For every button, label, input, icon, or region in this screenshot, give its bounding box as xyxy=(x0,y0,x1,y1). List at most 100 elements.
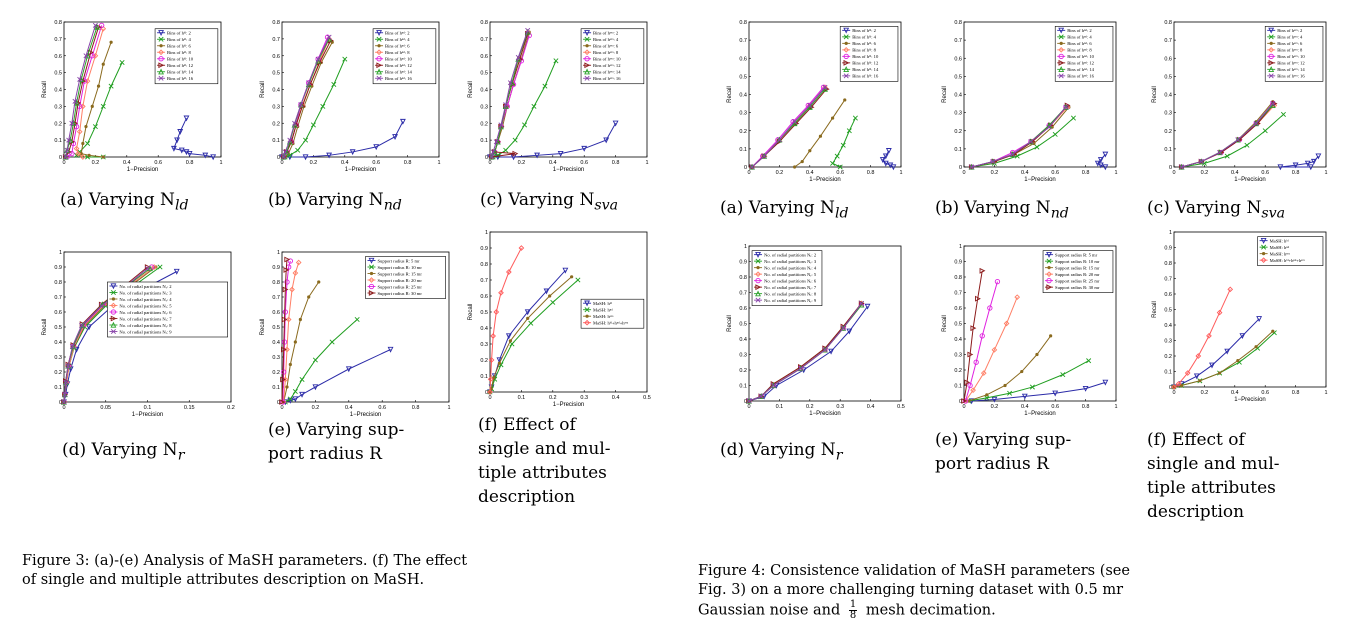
data-point xyxy=(342,56,348,62)
y-tick-label: 0.6 xyxy=(480,294,488,300)
data-point xyxy=(1253,120,1259,127)
x-tick-label: 0.2 xyxy=(310,160,318,166)
data-point xyxy=(79,152,83,156)
y-tick-label: 0 xyxy=(485,390,488,396)
x-tick-label: 0 xyxy=(962,170,965,176)
data-point xyxy=(1029,384,1035,390)
y-tick-label: 0.1 xyxy=(54,385,62,391)
data-point xyxy=(1175,381,1182,387)
legend-label: Bins of hˢᵛᵃ: 16 xyxy=(1277,74,1305,79)
legend-label: Bins of hⁿᵈ: 12 xyxy=(385,63,412,68)
legend-label: Bins of hˢᵛᵃ: 2 xyxy=(1277,28,1303,33)
data-point xyxy=(822,346,828,353)
y-axis-label: Recall xyxy=(260,319,266,336)
legend-label: Bins of hˢᵛᵃ: 8 xyxy=(1277,48,1303,53)
legend-box xyxy=(1257,236,1324,266)
data-point xyxy=(1102,379,1109,386)
data-point xyxy=(287,137,293,143)
y-tick-label: 0 xyxy=(744,399,747,405)
data-point xyxy=(392,134,398,140)
chart-4f: 0 0.2 0.4 0.6 0.8 1 0 0.1 0.2 0.3 0.4 0.5 0.6 0.7 0.8 0… xyxy=(1150,228,1330,403)
data-point xyxy=(828,348,835,355)
data-point xyxy=(85,140,91,147)
x-tick-label: 0.2 xyxy=(806,404,814,410)
legend-marker xyxy=(584,36,590,42)
x-tick-label: 0.8 xyxy=(1082,170,1090,176)
data-point xyxy=(1310,158,1317,165)
legend-label: No. of radial partitions Nᵣ: 4 xyxy=(119,297,172,302)
data-point xyxy=(1052,131,1058,137)
y-tick-label: 0.6 xyxy=(54,54,62,60)
x-tick-label: 0.2 xyxy=(776,170,784,176)
data-point xyxy=(1070,115,1076,121)
data-point xyxy=(177,129,184,135)
data-point xyxy=(329,339,335,345)
data-point xyxy=(570,275,574,279)
y-tick-label: 0.7 xyxy=(1164,38,1172,44)
data-point xyxy=(281,316,288,323)
data-point xyxy=(1224,153,1230,159)
y-tick-label: 0.1 xyxy=(954,384,962,390)
data-point xyxy=(489,154,495,160)
legend-marker xyxy=(1261,244,1267,250)
data-point xyxy=(287,258,293,264)
data-point xyxy=(846,328,853,335)
y-axis-label: Recall xyxy=(42,319,48,336)
data-point xyxy=(488,153,495,160)
x-tick-label: 0.6 xyxy=(836,170,844,176)
series-line xyxy=(281,259,288,403)
legend-label: Bins of hⁿᵈ: 10 xyxy=(1067,54,1094,59)
data-point xyxy=(1244,142,1250,148)
legend-marker xyxy=(1046,251,1052,258)
series-line xyxy=(282,260,291,403)
data-point xyxy=(970,387,976,393)
data-point xyxy=(493,139,499,145)
legend-label: MaSH: hˡᵈ xyxy=(593,301,612,306)
y-tick-label: 0.1 xyxy=(272,385,280,391)
legend-marker xyxy=(1268,66,1275,72)
data-point xyxy=(797,365,804,372)
data-point xyxy=(822,84,828,90)
y-tick-label: 0.3 xyxy=(739,353,747,359)
data-point xyxy=(1062,103,1069,110)
data-point xyxy=(528,320,534,326)
legend-box xyxy=(372,28,437,85)
x-tick-label: 0.4 xyxy=(341,160,349,166)
data-point xyxy=(282,309,288,315)
legend-label: Bins of hˢᵛᵃ: 8 xyxy=(593,50,619,55)
legend-marker xyxy=(110,283,117,290)
data-point xyxy=(553,58,559,64)
data-point xyxy=(280,376,287,383)
data-point xyxy=(281,346,287,353)
legend-label: MaSH: hⁿᵈ xyxy=(1270,245,1290,250)
data-point xyxy=(77,76,83,82)
legend-marker xyxy=(584,62,591,69)
data-point xyxy=(62,153,69,160)
x-tick-label: 0.15 xyxy=(184,405,195,411)
data-point xyxy=(612,120,619,127)
data-point xyxy=(349,149,356,156)
y-tick-label: 0.5 xyxy=(1164,74,1172,80)
data-point xyxy=(515,54,521,60)
legend-label: Bins of hⁿᵈ: 6 xyxy=(385,44,410,49)
data-point xyxy=(1034,144,1040,150)
data-point xyxy=(186,150,193,157)
legend-marker xyxy=(584,319,590,326)
series-line xyxy=(968,335,1052,402)
legend-marker xyxy=(1058,27,1065,34)
legend-label: MaSH: hⁿᵈ xyxy=(593,308,613,313)
data-point xyxy=(1304,160,1311,167)
data-point xyxy=(770,382,776,389)
x-tick-label: 0.4 xyxy=(549,160,557,166)
y-axis-label: Recall xyxy=(942,315,948,332)
legend-marker xyxy=(159,44,163,48)
data-point xyxy=(975,295,981,302)
chart-4d: 0 0.1 0.2 0.3 0.4 0.5 0 0.1 0.2 0.3 0.4 0.5 0.6 0.7 0.… xyxy=(725,242,905,417)
x-tick-label: 1 xyxy=(1114,170,1117,176)
legend-label: Bins of hˡᵈ: 4 xyxy=(852,35,876,40)
data-point xyxy=(1217,149,1223,156)
x-tick-label: 0.6 xyxy=(1051,404,1059,410)
data-point xyxy=(488,357,495,363)
data-point xyxy=(852,115,858,121)
legend-label: Support radius R: 10 mr xyxy=(1055,259,1100,264)
